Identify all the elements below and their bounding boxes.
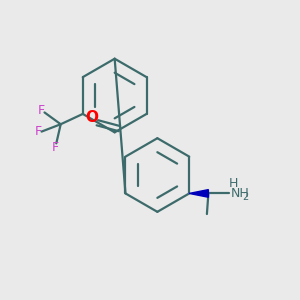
Text: F: F: [51, 141, 58, 154]
Text: O: O: [85, 110, 98, 125]
Polygon shape: [189, 190, 208, 197]
Text: F: F: [34, 125, 42, 138]
Text: H: H: [229, 177, 238, 190]
Text: NH: NH: [230, 187, 249, 200]
Text: F: F: [38, 104, 44, 118]
Text: 2: 2: [242, 192, 248, 202]
